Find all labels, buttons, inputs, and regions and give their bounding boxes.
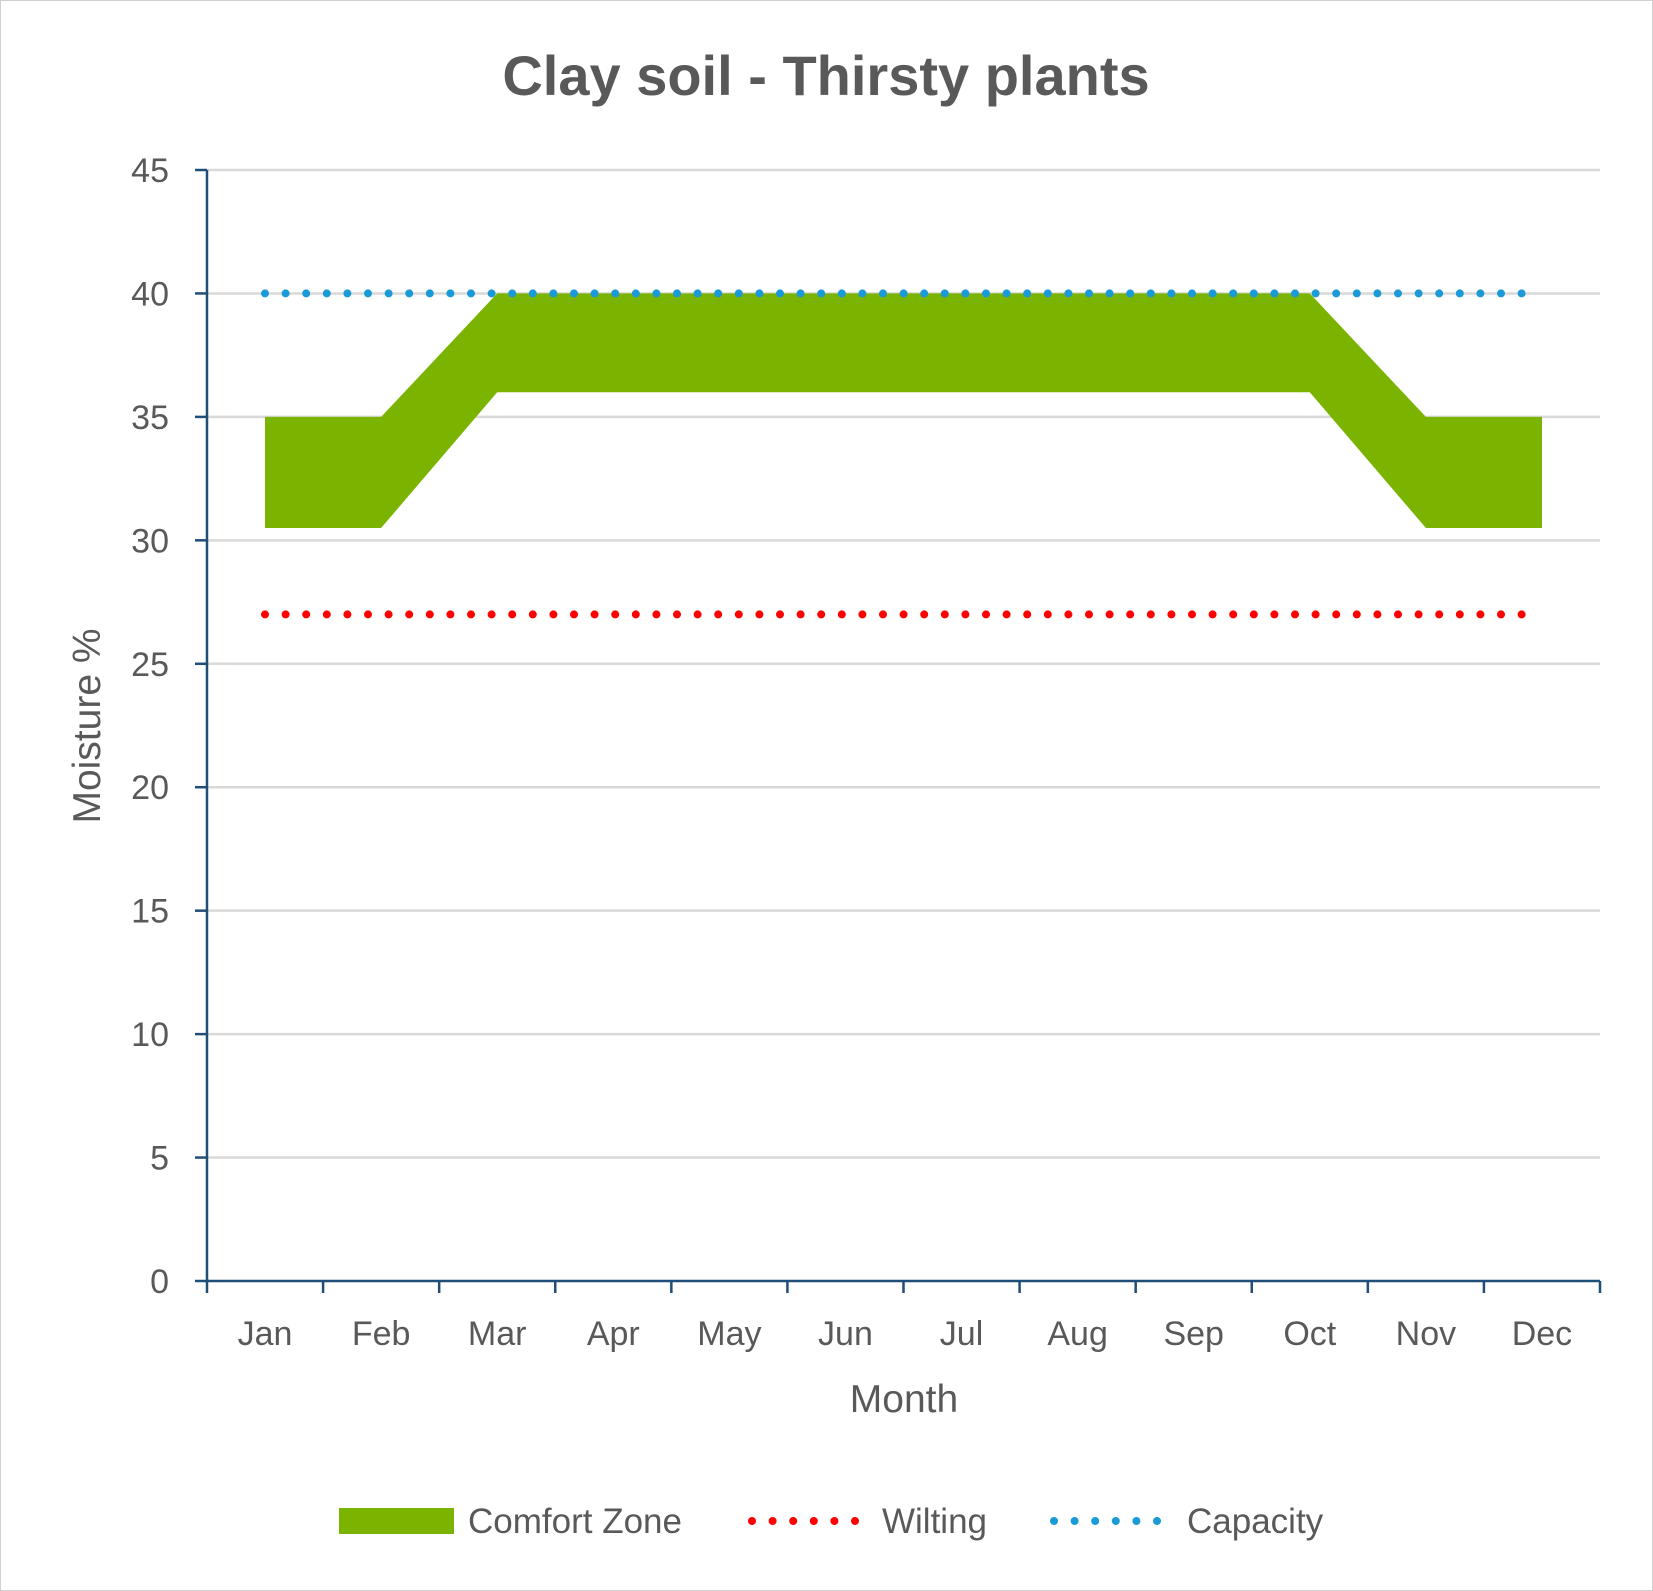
x-tick-label: Apr	[587, 1315, 640, 1353]
x-tick-label: Aug	[1047, 1315, 1108, 1353]
y-tick-label: 15	[131, 893, 169, 931]
x-tick-label: Jun	[818, 1315, 873, 1353]
y-tick-labels: 0 5 10 15 20 25 30 35 40 45	[131, 152, 169, 1301]
y-tick-label: 25	[131, 646, 169, 684]
legend-swatch-comfort-zone	[339, 1508, 454, 1534]
x-tick-label: Jan	[238, 1315, 293, 1353]
y-tick-label: 45	[131, 152, 169, 190]
x-tick-label: Nov	[1396, 1315, 1456, 1353]
x-tick-label: May	[697, 1315, 761, 1353]
y-tick-label: 30	[131, 522, 169, 560]
series-layer	[261, 289, 1546, 619]
y-tick-label: 10	[131, 1016, 169, 1054]
x-tick-label: Feb	[352, 1315, 411, 1353]
legend-label-wilting: Wilting	[882, 1502, 987, 1541]
y-tick-label: 40	[131, 275, 169, 313]
x-tick-labels: Jan Feb Mar Apr May Jun Jul Aug Sep Oct Nov Dec	[238, 1315, 1573, 1353]
chart-title: Clay soil - Thirsty plants	[502, 44, 1149, 107]
x-axis-title: Month	[850, 1378, 958, 1421]
x-tick-label: Jul	[940, 1315, 983, 1353]
y-tick-label: 35	[131, 399, 169, 437]
series-comfort-zone-band	[265, 293, 1542, 528]
axes	[195, 168, 1602, 1293]
x-tick-label: Oct	[1283, 1315, 1336, 1353]
y-tick-label: 0	[150, 1263, 169, 1301]
y-tick-label: 20	[131, 769, 169, 807]
y-tick-label: 5	[150, 1140, 169, 1178]
x-tick-label: Mar	[468, 1315, 527, 1353]
y-axis-title: Moisture %	[66, 628, 109, 823]
legend-label-comfort-zone: Comfort Zone	[468, 1502, 682, 1541]
x-tick-label: Sep	[1163, 1315, 1224, 1353]
x-tick-label: Dec	[1512, 1315, 1572, 1353]
legend-label-capacity: Capacity	[1187, 1502, 1324, 1541]
legend: Comfort Zone Wilting Capacity	[339, 1502, 1324, 1541]
